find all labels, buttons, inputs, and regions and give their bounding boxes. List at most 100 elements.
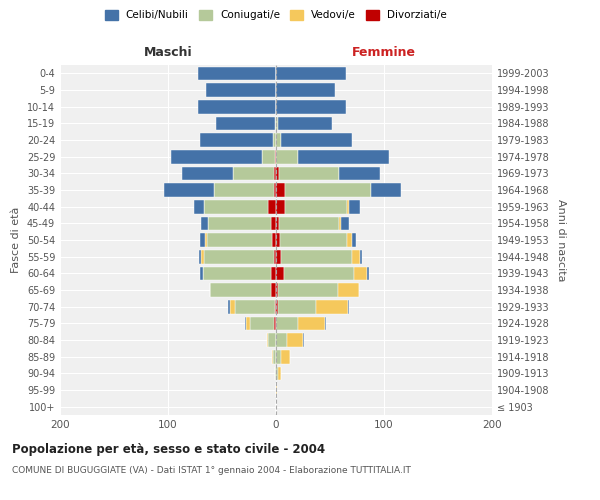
Text: Maschi: Maschi: [143, 46, 193, 60]
Bar: [200, 266, 203, 280]
Bar: [278, 366, 281, 380]
Bar: [271, 266, 276, 280]
Bar: [354, 266, 367, 280]
Bar: [268, 333, 276, 347]
Bar: [200, 133, 273, 147]
Bar: [360, 250, 362, 264]
Bar: [276, 166, 279, 180]
Bar: [276, 116, 278, 130]
Bar: [276, 200, 284, 213]
Bar: [206, 83, 276, 97]
Bar: [202, 216, 208, 230]
Bar: [347, 233, 352, 247]
Bar: [325, 316, 326, 330]
Bar: [279, 166, 338, 180]
Bar: [272, 350, 273, 364]
Bar: [274, 316, 276, 330]
Legend: Celibi/Nubili, Coniugati/e, Vedovi/e, Divorziati/e: Celibi/Nubili, Coniugati/e, Vedovi/e, Di…: [105, 10, 447, 20]
Bar: [274, 166, 276, 180]
Bar: [271, 283, 276, 297]
Bar: [208, 216, 271, 230]
Bar: [164, 183, 214, 197]
Bar: [235, 300, 275, 314]
Bar: [276, 66, 346, 80]
Bar: [352, 233, 356, 247]
Bar: [347, 200, 349, 213]
Y-axis label: Anni di nascita: Anni di nascita: [556, 198, 566, 281]
Bar: [284, 200, 347, 213]
Bar: [275, 150, 276, 164]
Bar: [352, 250, 360, 264]
Bar: [341, 216, 349, 230]
Bar: [275, 366, 276, 380]
Text: Popolazione per età, sesso e stato civile - 2004: Popolazione per età, sesso e stato civil…: [12, 442, 325, 456]
Bar: [278, 300, 316, 314]
Bar: [268, 200, 276, 213]
Y-axis label: Fasce di età: Fasce di età: [11, 207, 21, 273]
Bar: [281, 350, 290, 364]
Bar: [278, 116, 332, 130]
Bar: [276, 316, 298, 330]
Bar: [262, 150, 275, 164]
Bar: [276, 300, 278, 314]
Bar: [202, 250, 203, 264]
Bar: [274, 250, 276, 264]
Bar: [214, 183, 274, 197]
Bar: [287, 333, 303, 347]
Bar: [275, 116, 276, 130]
Bar: [371, 183, 401, 197]
Bar: [205, 233, 207, 247]
Bar: [276, 233, 280, 247]
Bar: [349, 200, 360, 213]
Bar: [194, 200, 203, 213]
Bar: [273, 350, 276, 364]
Text: Femmine: Femmine: [352, 46, 416, 60]
Bar: [367, 266, 369, 280]
Bar: [338, 166, 380, 180]
Text: COMUNE DI BUGUGGIATE (VA) - Dati ISTAT 1° gennaio 2004 - Elaborazione TUTTITALIA: COMUNE DI BUGUGGIATE (VA) - Dati ISTAT 1…: [12, 466, 411, 475]
Bar: [276, 83, 335, 97]
Bar: [207, 233, 272, 247]
Bar: [280, 233, 347, 247]
Bar: [298, 150, 389, 164]
Bar: [275, 300, 276, 314]
Bar: [250, 316, 274, 330]
Bar: [281, 133, 352, 147]
Bar: [276, 133, 281, 147]
Bar: [276, 350, 281, 364]
Bar: [284, 266, 354, 280]
Bar: [276, 216, 279, 230]
Bar: [278, 283, 338, 297]
Bar: [276, 250, 281, 264]
Bar: [303, 333, 304, 347]
Bar: [233, 166, 274, 180]
Bar: [338, 283, 359, 297]
Bar: [229, 300, 230, 314]
Bar: [245, 316, 246, 330]
Bar: [271, 216, 276, 230]
Bar: [276, 266, 284, 280]
Bar: [199, 250, 202, 264]
Bar: [276, 366, 278, 380]
Bar: [198, 66, 276, 80]
Bar: [215, 116, 275, 130]
Bar: [276, 283, 278, 297]
Bar: [273, 133, 276, 147]
Bar: [316, 300, 349, 314]
Bar: [274, 183, 276, 197]
Bar: [276, 100, 346, 114]
Bar: [203, 250, 274, 264]
Bar: [171, 150, 262, 164]
Bar: [276, 150, 298, 164]
Bar: [203, 266, 271, 280]
Bar: [284, 183, 371, 197]
Bar: [200, 233, 205, 247]
Bar: [272, 233, 276, 247]
Bar: [246, 316, 250, 330]
Bar: [298, 316, 325, 330]
Bar: [203, 200, 268, 213]
Bar: [198, 100, 276, 114]
Bar: [276, 183, 284, 197]
Bar: [279, 216, 338, 230]
Bar: [210, 283, 271, 297]
